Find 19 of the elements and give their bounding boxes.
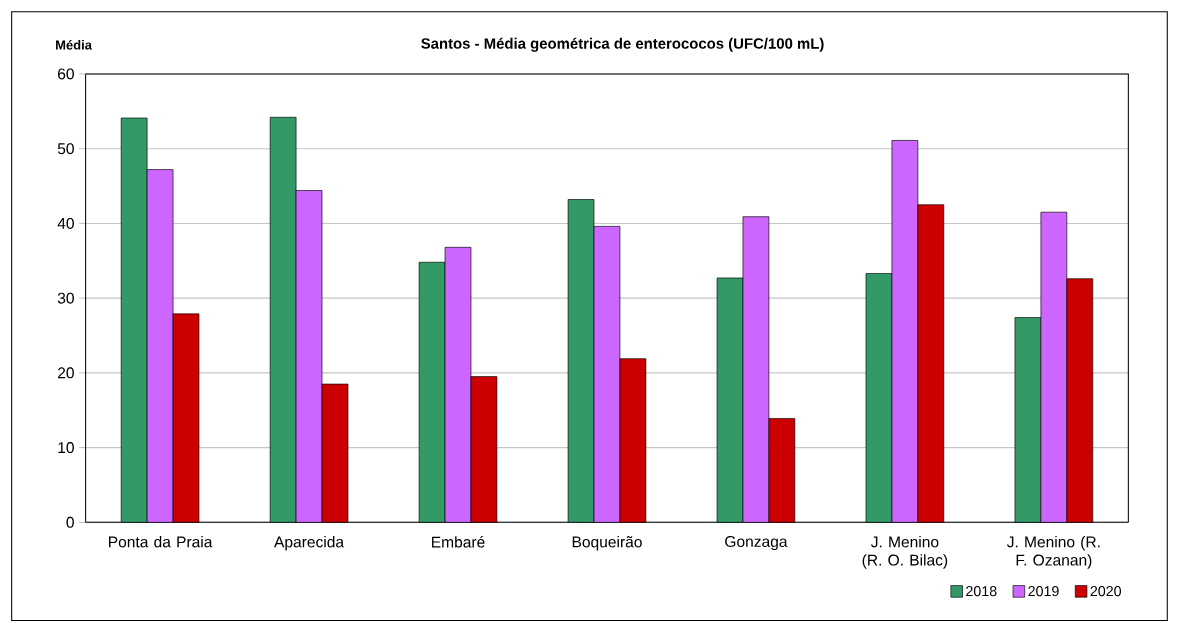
legend-label: 2019 (1028, 586, 1059, 597)
chart-title: Santos - Média geométrica de enterococos (UFC/100 mL) (421, 37, 824, 53)
x-tick-label: Gonzaga (725, 536, 788, 551)
x-tick-label: Aparecida (274, 536, 345, 551)
y-tick-label: 0 (66, 517, 74, 529)
y-tick-label: 50 (57, 143, 74, 155)
y-tick-label: 40 (57, 218, 74, 230)
y-tick-label: 10 (58, 442, 74, 454)
y-tick-label: 30 (57, 292, 74, 304)
x-tick-label: J. Menino (R. O. Bilac) (862, 536, 948, 569)
y-tick-label: 20 (58, 367, 74, 379)
legend-label: 2018 (966, 586, 997, 597)
y-tick-label: 60 (58, 68, 74, 80)
legend-label: 2020 (1090, 586, 1122, 597)
x-tick-label: Boqueirão (572, 536, 642, 551)
x-tick-label: J. Menino (R. F. Ozanan) (1006, 536, 1100, 569)
x-tick-label: Ponta da Praia (109, 536, 213, 548)
x-tick-label: Embaré (432, 536, 485, 548)
y-axis-title: Média (56, 40, 93, 50)
